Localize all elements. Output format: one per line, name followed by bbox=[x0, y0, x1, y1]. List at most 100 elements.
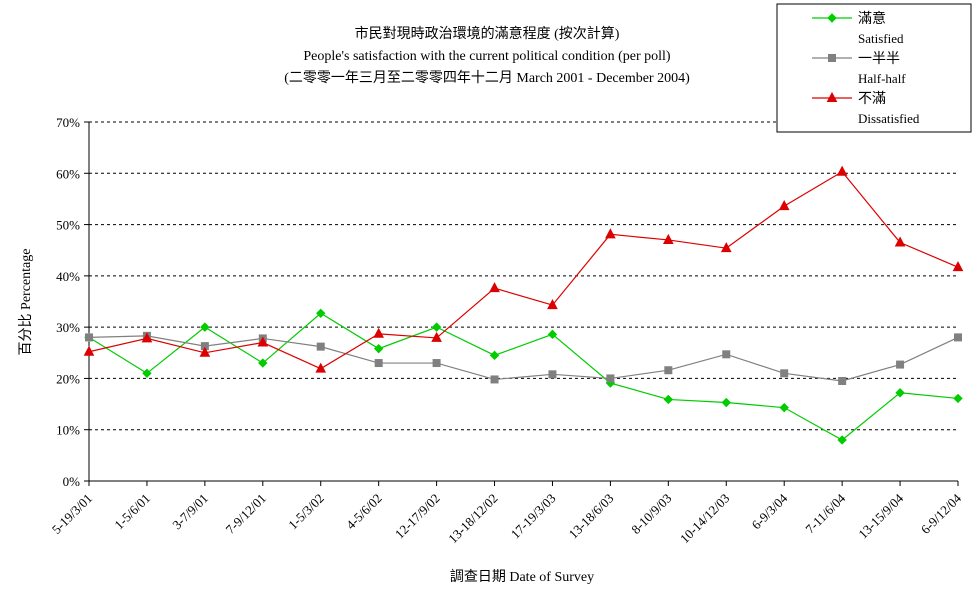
legend-label-en: Dissatisfied bbox=[858, 111, 920, 126]
x-tick-label: 1-5/3/02 bbox=[285, 491, 327, 533]
data-point bbox=[605, 228, 616, 239]
data-point bbox=[373, 343, 384, 354]
x-tick-label: 6-9/12/04 bbox=[918, 490, 965, 537]
data-point bbox=[316, 308, 326, 319]
data-point bbox=[663, 394, 674, 405]
data-point bbox=[954, 333, 962, 342]
title-line-zh: 市民對現時政治環境的滿意程度 (按次計算) bbox=[355, 25, 620, 42]
x-tick-label: 8-10/9/03 bbox=[628, 491, 674, 537]
legend-label-en: Satisfied bbox=[858, 31, 904, 46]
y-tick-label: 20% bbox=[56, 371, 80, 386]
data-point bbox=[722, 350, 731, 359]
legend-box bbox=[776, 3, 972, 133]
y-tick-label: 0% bbox=[63, 474, 81, 489]
data-point bbox=[721, 397, 731, 408]
legend-item-satisfied: 滿意 Satisfied bbox=[812, 10, 904, 46]
legend-swatch-marker bbox=[828, 54, 836, 62]
x-tick-label: 7-11/6/04 bbox=[802, 490, 848, 536]
y-tick-label: 30% bbox=[56, 320, 80, 335]
data-series bbox=[83, 165, 964, 445]
data-point bbox=[258, 358, 268, 368]
series-dissatisfied bbox=[83, 165, 964, 373]
axes bbox=[88, 122, 958, 482]
data-point bbox=[199, 346, 211, 357]
data-point bbox=[431, 331, 442, 342]
data-point bbox=[838, 376, 847, 385]
data-point bbox=[663, 233, 674, 244]
x-tick-label: 6-9/3/04 bbox=[749, 490, 791, 532]
data-point bbox=[836, 165, 848, 176]
x-tick-label: 10-14/12/03 bbox=[677, 491, 733, 547]
y-axis-ticks: 0% 10% 20% 30% 40% 50% 60% 70% bbox=[56, 115, 89, 489]
legend-label-en: Half-half bbox=[858, 71, 906, 86]
x-tick-label: 13-18/6/03 bbox=[566, 491, 617, 542]
legend-item-dissatisfied: 不滿 Dissatisfied bbox=[812, 91, 920, 126]
series-line bbox=[88, 170, 959, 370]
data-point bbox=[779, 402, 789, 413]
legend-label-zh: 不滿 bbox=[858, 91, 886, 107]
x-tick-label: 12-17/9/02 bbox=[392, 491, 443, 542]
x-tick-label: 3-7/9/01 bbox=[169, 491, 211, 533]
data-point bbox=[489, 350, 500, 361]
series-line bbox=[88, 312, 959, 441]
title-line-en: People's satisfaction with the current p… bbox=[303, 49, 671, 64]
legend-label-zh: 一半半 bbox=[858, 51, 900, 67]
data-point bbox=[778, 200, 790, 211]
data-point bbox=[894, 236, 906, 247]
y-tick-label: 10% bbox=[56, 423, 80, 438]
x-tick-label: 5-19/3/01 bbox=[49, 491, 95, 537]
legend-swatch-marker bbox=[826, 91, 838, 102]
x-tick-label: 1-5/6/01 bbox=[111, 491, 153, 533]
data-point bbox=[606, 374, 615, 383]
x-axis-label: 調查日期 Date of Survey bbox=[450, 569, 594, 585]
title-line-range: (二零零一年三月至二零零四年十二月 March 2001 - December … bbox=[284, 70, 690, 86]
x-tick-label: 4-5/6/02 bbox=[343, 491, 385, 533]
data-point bbox=[85, 333, 93, 342]
data-point bbox=[953, 393, 963, 404]
series-half-half bbox=[85, 331, 962, 385]
data-point bbox=[315, 362, 327, 373]
y-tick-label: 60% bbox=[56, 166, 80, 181]
x-tick-label: 13-15/9/04 bbox=[855, 490, 906, 541]
data-point bbox=[141, 332, 153, 343]
data-point bbox=[837, 435, 847, 445]
data-point bbox=[373, 327, 384, 338]
data-point bbox=[432, 359, 441, 368]
series-satisfied bbox=[84, 308, 963, 445]
legend-swatch-marker bbox=[827, 13, 837, 23]
data-point bbox=[431, 322, 442, 332]
data-point bbox=[952, 261, 964, 272]
data-point bbox=[490, 375, 499, 384]
data-point bbox=[895, 388, 905, 398]
y-axis-label: 百分比 Percentage bbox=[18, 249, 34, 356]
data-point bbox=[896, 360, 905, 369]
y-tick-label: 40% bbox=[56, 269, 80, 284]
data-point bbox=[142, 368, 152, 379]
data-point bbox=[548, 370, 557, 379]
legend: 滿意 Satisfied 一半半 Half-half 不滿 Dissatisfied bbox=[776, 3, 972, 133]
data-point bbox=[83, 345, 95, 356]
data-point bbox=[780, 369, 789, 378]
data-point bbox=[374, 359, 383, 368]
x-axis-ticks: 5-19/3/01 1-5/6/01 3-7/9/01 7-9/12/01 1-5/3/… bbox=[49, 481, 965, 547]
legend-label-zh: 滿意 bbox=[858, 10, 886, 27]
y-tick-label: 50% bbox=[56, 218, 80, 233]
data-point bbox=[200, 322, 210, 332]
chart-title: 市民對現時政治環境的滿意程度 (按次計算) People's satisfact… bbox=[284, 25, 690, 86]
data-point bbox=[547, 299, 558, 310]
data-point bbox=[547, 329, 558, 340]
x-tick-label: 7-9/12/01 bbox=[223, 491, 269, 537]
data-point bbox=[489, 282, 500, 293]
x-tick-label: 17-19/3/03 bbox=[508, 491, 559, 542]
grid-lines bbox=[89, 121, 958, 431]
y-tick-label: 70% bbox=[56, 115, 80, 130]
data-point bbox=[720, 242, 732, 253]
x-tick-label: 13-18/12/02 bbox=[445, 491, 501, 547]
data-point bbox=[257, 336, 269, 347]
series-line bbox=[88, 335, 959, 382]
data-point bbox=[664, 366, 673, 375]
legend-item-half-half: 一半半 Half-half bbox=[812, 51, 906, 86]
data-point bbox=[316, 342, 325, 351]
